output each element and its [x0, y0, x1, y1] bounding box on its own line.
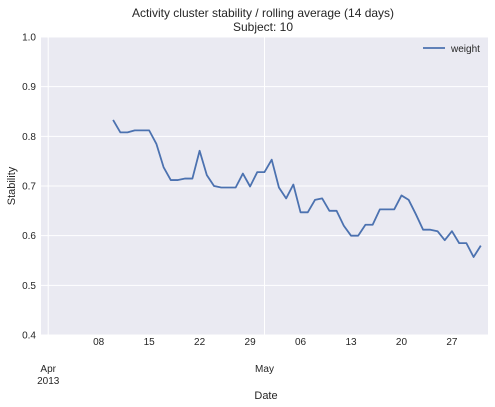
x-tick-label: 15: [144, 337, 156, 348]
y-tick-label: 0.6: [22, 231, 36, 242]
x-tick-label: 29: [245, 337, 257, 348]
y-axis-label: Stability: [6, 166, 18, 205]
x-tick-label: 22: [194, 337, 206, 348]
legend-label-weight: weight: [450, 44, 480, 55]
y-tick-label: 1.0: [22, 33, 36, 44]
y-tick-label: 0.5: [22, 281, 36, 292]
chart-title: Activity cluster stability / rolling ave…: [132, 6, 394, 20]
x-tick-label: Apr: [40, 364, 56, 375]
x-tick-label: 08: [93, 337, 105, 348]
x-axis-label: Date: [254, 390, 277, 402]
series-group: [112, 119, 482, 258]
chart-subtitle: Subject: 10: [233, 20, 293, 34]
x-tick-sublabel: 2013: [37, 376, 60, 387]
x-tick-label: 20: [396, 337, 408, 348]
x-tick-label: 13: [345, 337, 357, 348]
x-tick-label: 06: [295, 337, 307, 348]
y-tick-label: 0.7: [22, 182, 36, 193]
y-tick-label: 0.4: [22, 331, 36, 342]
legend: weight: [423, 44, 480, 55]
x-gridlines: [47, 37, 265, 335]
series-line-weight: [112, 119, 482, 258]
x-tick-label: 27: [446, 337, 458, 348]
y-tick-labels: 0.4 0.5 0.6 0.7 0.8 0.9 1.0: [22, 33, 36, 342]
y-tick-label: 0.9: [22, 82, 36, 93]
y-tick-label: 0.8: [22, 132, 36, 143]
x-tick-label: May: [255, 364, 274, 375]
